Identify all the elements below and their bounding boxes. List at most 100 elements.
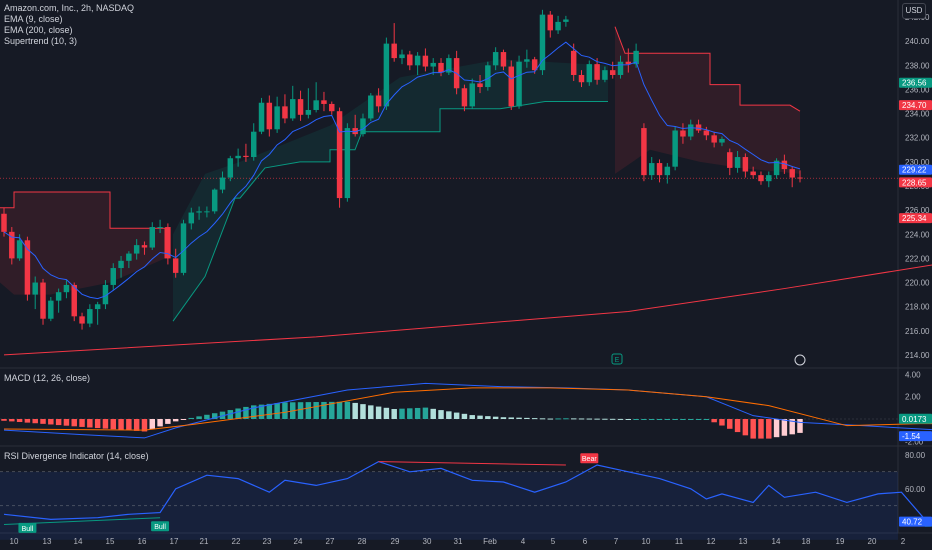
macd-histogram-bar — [625, 419, 632, 420]
macd-histogram-bar — [407, 408, 413, 419]
macd-histogram-bar — [360, 404, 366, 419]
legend-supertrend[interactable]: Supertrend (10, 3) — [4, 36, 78, 46]
macd-histogram-bar — [266, 403, 273, 419]
rsi-divergence-marker — [580, 453, 599, 464]
symbol-title: Amazon.com, Inc., 2h, NASDAQ — [4, 3, 135, 13]
time-tick-label: 12 — [707, 537, 716, 546]
candle-body — [313, 100, 319, 110]
candle-body — [609, 70, 616, 75]
macd-histogram-bar — [336, 401, 343, 419]
time-tick-label: 13 — [43, 537, 52, 546]
macd-histogram-bar — [118, 419, 124, 430]
macd-histogram-bar — [141, 419, 148, 432]
price-badge — [899, 177, 932, 188]
candle-body — [516, 61, 522, 107]
macd-histogram-bar — [24, 419, 31, 423]
time-tick-label: 6 — [583, 537, 588, 546]
candle-body — [594, 64, 600, 80]
macd-histogram-bar — [430, 408, 436, 419]
currency-button[interactable]: USD — [902, 3, 926, 19]
candle-body — [469, 83, 475, 107]
macd-histogram-bar — [477, 415, 483, 419]
candle-body — [336, 111, 343, 199]
time-tick-label: 15 — [106, 537, 115, 546]
time-tick-label: 11 — [675, 537, 684, 546]
macd-histogram-bar — [9, 419, 15, 422]
macd-histogram-bar — [1, 419, 7, 421]
time-tick-label: 10 — [642, 537, 651, 546]
legend-ema200[interactable]: EMA (200, close) — [4, 25, 73, 35]
time-tick-label: Feb — [483, 537, 497, 546]
candle-body — [734, 157, 741, 168]
macd-histogram-bar — [633, 419, 639, 420]
macd-histogram-bar — [282, 402, 288, 419]
macd-histogram-bar — [461, 413, 468, 419]
macd-histogram-bar — [602, 418, 608, 420]
macd-histogram-bar — [641, 419, 647, 420]
candle-body — [172, 258, 179, 273]
macd-histogram-bar — [656, 419, 663, 420]
candle-body — [477, 83, 483, 88]
candle-body — [414, 55, 421, 66]
macd-histogram-bar — [797, 419, 803, 433]
candle-body — [24, 240, 31, 295]
macd-histogram-bar — [711, 419, 717, 423]
supertrend-fill-bear — [0, 192, 165, 295]
macd-histogram-bar — [157, 419, 163, 427]
candle-body — [250, 131, 257, 158]
macd-histogram-bar — [555, 418, 561, 420]
macd-histogram-bar — [383, 407, 390, 419]
candle-body — [79, 316, 85, 324]
candle-body — [1, 213, 7, 232]
macd-legend[interactable]: MACD (12, 26, close) — [4, 373, 91, 383]
legend-ema9[interactable]: EMA (9, close) — [4, 14, 63, 24]
candle-body — [781, 160, 788, 170]
earnings-marker — [611, 353, 623, 365]
macd-histogram-bar — [508, 417, 514, 419]
time-tick-label: 21 — [200, 537, 209, 546]
candle-body — [555, 21, 561, 31]
candle-body — [305, 109, 312, 115]
macd-badge-label: -1.54 — [902, 432, 921, 441]
candle-body — [633, 50, 639, 65]
macd-histogram-bar — [766, 419, 772, 439]
price-tick-label: 234.00 — [905, 110, 930, 119]
candle-body — [422, 55, 429, 67]
macd-histogram-bar — [695, 419, 702, 420]
macd-histogram-bar — [79, 419, 85, 427]
time-tick-label: 22 — [232, 537, 241, 546]
candle-body — [703, 130, 710, 136]
candle-body — [32, 282, 38, 295]
macd-histogram-bar — [172, 419, 179, 422]
candle-body — [407, 54, 413, 66]
candle-body — [742, 157, 749, 172]
candle-body — [243, 155, 249, 158]
macd-histogram-bar — [758, 419, 764, 439]
time-tick-label: 20 — [868, 537, 877, 546]
price-badge — [899, 213, 932, 224]
candle-body — [188, 212, 195, 224]
candle-body — [719, 138, 725, 143]
time-tick-label: 16 — [138, 537, 147, 546]
macd-histogram-bar — [204, 414, 210, 419]
candle-body — [227, 158, 234, 178]
candle-body — [290, 99, 296, 119]
macd-histogram-bar — [243, 406, 249, 419]
candle-body — [266, 102, 273, 130]
candle-body — [648, 163, 655, 176]
time-tick-label: 31 — [454, 537, 463, 546]
rsi-band — [0, 471, 898, 540]
candle-body — [570, 50, 577, 75]
rsi-legend[interactable]: RSI Divergence Indicator (14, close) — [4, 451, 149, 461]
macd-histogram-bar — [211, 413, 218, 419]
candle-body — [55, 292, 62, 301]
macd-histogram-bar — [196, 416, 202, 419]
candle-body — [40, 282, 46, 319]
rsi-divergence-marker — [18, 522, 37, 533]
macd-tick-label: 2.00 — [905, 393, 921, 402]
candle-body — [102, 284, 109, 305]
ema200-line — [3, 264, 932, 356]
candle-body — [71, 284, 77, 317]
candle-body — [352, 128, 358, 135]
